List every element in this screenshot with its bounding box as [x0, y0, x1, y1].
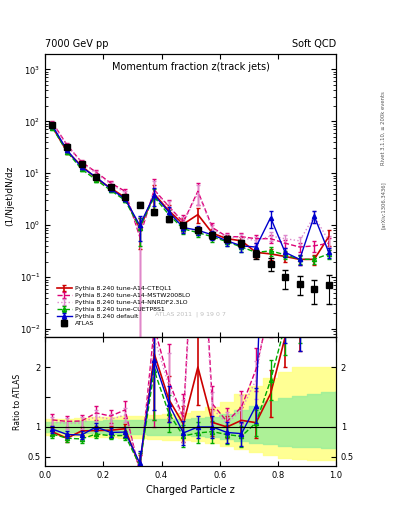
- Legend: Pythia 8.240 tune-A14-CTEQL1, Pythia 8.240 tune-A14-MSTW2008LO, Pythia 8.240 tun: Pythia 8.240 tune-A14-CTEQL1, Pythia 8.2…: [54, 283, 193, 328]
- Y-axis label: Ratio to ATLAS: Ratio to ATLAS: [13, 373, 22, 430]
- Text: [arXiv:1306.3436]: [arXiv:1306.3436]: [381, 181, 386, 229]
- Text: Momentum fraction z(track jets): Momentum fraction z(track jets): [112, 62, 270, 72]
- Text: Soft QCD: Soft QCD: [292, 38, 336, 49]
- Text: 7000 GeV pp: 7000 GeV pp: [45, 38, 109, 49]
- X-axis label: Charged Particle z: Charged Particle z: [146, 485, 235, 495]
- Y-axis label: (1/Njet)dN/dz: (1/Njet)dN/dz: [5, 165, 14, 226]
- Text: Rivet 3.1.10, ≥ 200k events: Rivet 3.1.10, ≥ 200k events: [381, 91, 386, 165]
- Text: ATLAS 2011  | 9 19 0 7: ATLAS 2011 | 9 19 0 7: [155, 312, 226, 317]
